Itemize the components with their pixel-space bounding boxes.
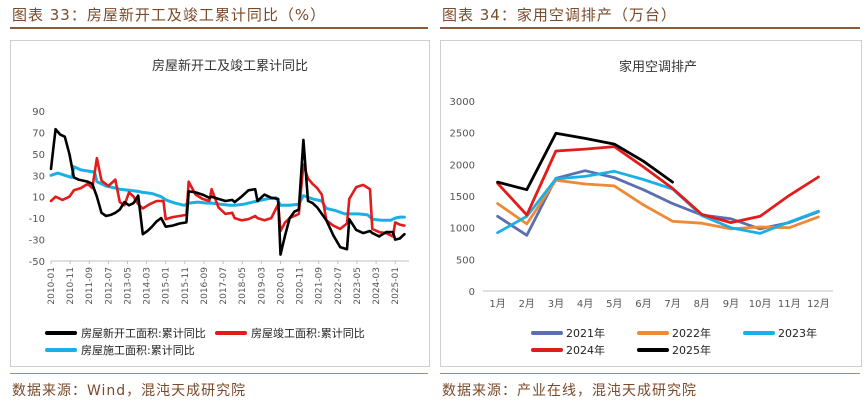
y-tick-label: 90 [32,107,45,118]
series-line-1 [496,169,820,237]
right-data-source: 数据来源：产业在线，混沌天成研究院 [442,383,697,399]
x-tick-label: 2月 [519,298,535,310]
x-tick-label: 2011-09 [85,267,95,305]
right-footer-rule [440,373,860,374]
left-data-source: 数据来源：Wind，混沌天成研究院 [12,383,247,399]
y-tick-label: -30 [29,236,45,247]
x-tick-label: 11月 [778,298,801,310]
x-tick-label: 2020-01 [276,267,286,305]
x-tick-label: 2019-03 [257,267,267,305]
x-tick-label: 1月 [489,298,505,310]
legend-label: 房屋竣工面积:累计同比 [251,326,365,340]
x-tick-label: 2018-05 [238,267,248,305]
right-line-chart: 家用空调排产 3000 2500 2000 1500 1000 500 0 1月 2月 3月 4月 5月… [450,59,833,357]
legend-label: 2022年 [672,326,711,340]
x-tick-label: 2015-11 [181,267,191,305]
x-tick-label: 2023-05 [353,267,363,305]
x-tick-label: 2025-01 [391,267,401,305]
y-tick-label: 2000 [450,160,475,171]
left-header-rule [10,27,428,29]
x-tick-label: 2016-09 [200,267,210,305]
x-tick-label: 3月 [548,298,564,310]
left-footer-rule [10,373,428,374]
y-tick-label: 50 [32,150,45,161]
x-tick-label: 10月 [749,298,772,310]
x-tick-label: 2014-03 [143,267,153,305]
right-chart-panel: 家用空调排产 3000 2500 2000 1500 1000 500 0 1月 2月 3月 4月 5月… [440,40,862,367]
legend-label: 房屋施工面积:累计同比 [81,344,195,357]
chart-title: 房屋新开工及竣工累计同比 [152,58,308,74]
x-tick-label: 2017-07 [219,267,229,305]
chart-title: 家用空调排产 [619,59,697,75]
series-line-1 [49,127,406,256]
series-line-3 [496,169,820,235]
legend-label: 2025年 [672,343,711,357]
x-tick-label: 2021-09 [315,267,325,305]
y-tick-label: 70 [32,128,45,139]
left-figure-caption: 图表 33：房屋新开工及竣工累计同比（%） [12,6,327,24]
x-tick-label: 2013-05 [123,267,133,305]
right-figure-caption: 图表 34：家用空调排产（万台） [442,6,677,24]
x-tick-label: 4月 [577,298,593,310]
legend-label: 2024年 [566,343,605,357]
x-tick-label: 8月 [694,298,710,310]
right-header-rule [440,27,860,29]
legend-label: 2023年 [778,326,817,340]
legend-label: 房屋新开工面积:累计同比 [81,326,206,340]
y-tick-label: 500 [456,255,475,266]
x-tick-label: 2010-01 [47,267,57,305]
y-tick-label: 1500 [450,192,475,203]
x-tick-label: 2020-11 [296,267,306,305]
series-line-5 [496,131,674,192]
x-tick-label: 2015-01 [162,267,172,305]
x-tick-label: 9月 [723,298,739,310]
x-tick-label: 6月 [635,298,651,310]
y-tick-label: 3000 [450,97,475,108]
series-line-2 [49,156,406,238]
y-tick-label: 30 [32,171,45,182]
y-tick-label: 0 [469,287,475,298]
y-tick-label: 2500 [450,129,475,140]
y-tick-label: 10 [32,193,45,204]
x-tick-label: 2022-07 [334,267,344,305]
x-tick-label: 7月 [664,298,680,310]
series-line-2 [496,178,820,231]
x-tick-label: 2010-11 [66,267,76,305]
y-tick-label: -10 [29,214,45,225]
x-tick-label: 12月 [807,298,830,310]
series-line-4 [496,145,820,224]
y-tick-label: -50 [29,257,45,268]
left-chart-panel: 房屋新开工及竣工累计同比 90 70 50 30 10 -10 -30 -50 2010-01 20… [10,40,430,367]
x-tick-label: 2012-07 [104,267,114,305]
y-tick-label: 1000 [450,224,475,235]
x-tick-label: 5月 [606,298,622,310]
x-tick-label: 2024-03 [372,267,382,305]
legend-label: 2021年 [566,326,605,340]
